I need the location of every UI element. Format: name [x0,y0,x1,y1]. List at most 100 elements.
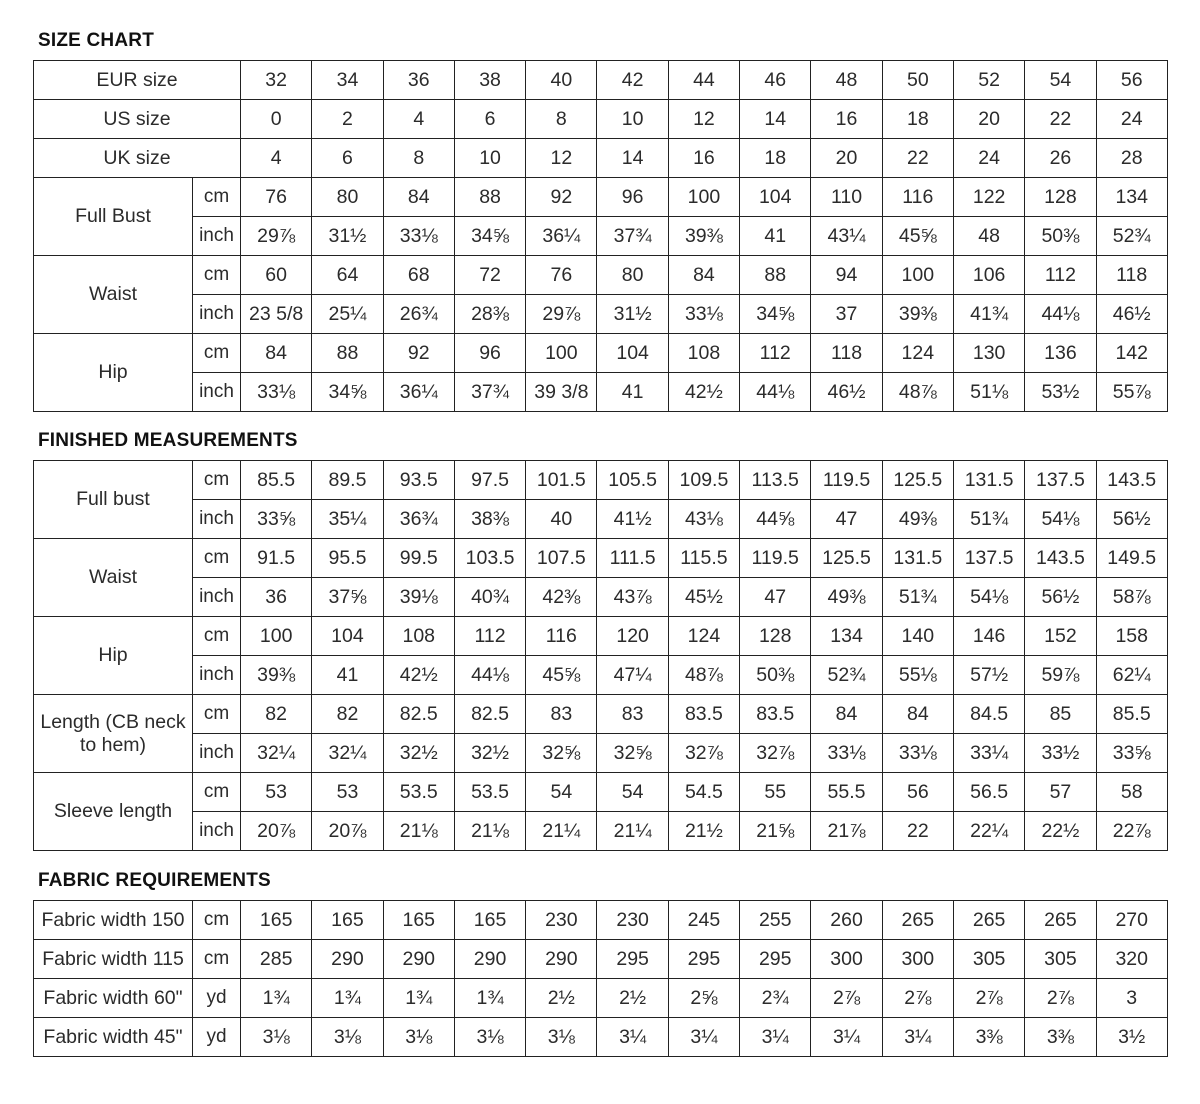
value-cell: 26¾ [382,294,455,334]
value-cell: 95.5 [311,538,384,578]
value-cell: 84 [881,694,954,734]
value-cell: 36¼ [382,372,455,412]
value-cell: 124 [881,333,954,373]
value-cell: 115.5 [667,538,741,578]
size-cell: 28 [1095,138,1168,178]
size-cell: 56 [1095,60,1168,100]
value-cell: 31½ [311,216,384,256]
value-cell: 53 [311,772,384,812]
value-cell: 32¼ [311,733,384,773]
value-cell: 130 [952,333,1026,373]
unit-cell: cm [192,538,241,578]
value-cell: 41½ [596,499,669,539]
value-cell: 111.5 [596,538,669,578]
measurement-label: Waist [33,538,193,617]
size-cell: 18 [739,138,812,178]
size-cell: 24 [1095,99,1168,139]
size-cell: 52 [952,60,1026,100]
value-cell: 88 [311,333,384,373]
unit-cell: cm [192,772,241,812]
value-cell: 33⅝ [1095,733,1168,773]
size-cell: 12 [525,138,598,178]
unit-cell: cm [192,616,241,656]
unit-cell: inch [192,655,241,695]
value-cell: 38⅜ [453,499,527,539]
value-cell: 21⅝ [739,811,812,851]
value-cell: 290 [311,939,384,979]
value-cell: 37¾ [453,372,527,412]
size-cell: 48 [810,60,883,100]
value-cell: 84 [382,177,455,217]
value-cell: 124 [667,616,741,656]
value-cell: 56½ [1095,499,1168,539]
measurement-row: Fabric width 150 cm 165 165 165 165 230 230 245 2… [33,900,1168,940]
value-cell: 57 [1024,772,1097,812]
value-cell: 265 [1024,900,1097,940]
value-cell: 3¼ [596,1017,669,1057]
value-cell: 2⅞ [810,978,883,1018]
value-cell: 21⅞ [810,811,883,851]
unit-cell: cm [192,333,241,373]
value-cell: 84.5 [952,694,1026,734]
value-cell: 21¼ [525,811,598,851]
value-cell: 34⅝ [739,294,812,334]
value-cell: 3¼ [810,1017,883,1057]
value-cell: 51¾ [881,577,954,617]
value-cell: 23 5/8 [239,294,313,334]
section-title: FINISHED MEASUREMENTS [38,430,298,451]
value-cell: 50⅜ [739,655,812,695]
value-cell: 21½ [667,811,741,851]
value-cell: 62¼ [1095,655,1168,695]
value-cell: 83 [525,694,598,734]
measurement-label: Fabric width 115 [33,939,193,979]
value-cell: 29⅞ [525,294,598,334]
value-cell: 3¼ [881,1017,954,1057]
value-cell: 48 [952,216,1026,256]
value-cell: 108 [667,333,741,373]
measurement-row: inch 29⅞ 31½ 33⅛ 34⅝ 36¼ 37¾ 39⅜ 41 43¼ 45⅝ 48 50⅜ 52… [34,216,1168,256]
value-cell: 88 [453,177,527,217]
value-cell: 39⅜ [667,216,741,256]
size-cell: 42 [596,60,669,100]
value-cell: 118 [810,333,883,373]
value-cell: 68 [382,255,455,295]
value-cell: 152 [1024,616,1097,656]
measurement-row: Length (CB neck to hem) cm 82 82 82.5 82.5 83 8… [33,694,1168,773]
value-cell: 3¼ [739,1017,812,1057]
value-cell: 104 [739,177,812,217]
value-cell: 3⅛ [239,1017,313,1057]
value-cell: 48⅞ [881,372,954,412]
size-cell: 22 [881,138,954,178]
value-cell: 32⅞ [739,733,812,773]
section-table: EUR size 32 34 36 38 40 42 44 46 48 50 52 54 56 US siz… [33,60,1168,412]
value-cell: 89.5 [311,460,384,500]
size-cell: 22 [1024,99,1097,139]
size-cell: 38 [453,60,527,100]
value-cell: 49⅜ [810,577,883,617]
value-cell: 41 [311,655,384,695]
value-cell: 92 [525,177,598,217]
measurement-label: Fabric width 45" [33,1017,193,1057]
value-cell: 2½ [525,978,598,1018]
value-cell: 39 3/8 [525,372,598,412]
value-cell: 54.5 [667,772,741,812]
value-cell: 39⅛ [382,577,455,617]
value-cell: 43¼ [810,216,883,256]
value-cell: 82.5 [382,694,455,734]
value-cell: 165 [239,900,313,940]
value-cell: 1¾ [239,978,313,1018]
value-cell: 57½ [952,655,1026,695]
unit-cell: inch [192,294,241,334]
value-cell: 2⅞ [1024,978,1097,1018]
size-row: UK size 4 6 8 10 12 14 16 18 20 22 24 26 28 [33,138,1168,178]
measurement-row: inch 36 37⅝ 39⅛ 40¾ 42⅜ 43⅞ 45½ 47 49⅜ 51¾ 54⅛ 56½ 58… [34,577,1168,617]
value-cell: 54 [596,772,669,812]
size-cell: 34 [311,60,384,100]
unit-cell: yd [192,978,241,1018]
value-cell: 84 [239,333,313,373]
value-cell: 230 [596,900,669,940]
value-cell: 295 [667,939,741,979]
value-cell: 83.5 [667,694,741,734]
value-cell: 47¼ [596,655,669,695]
value-cell: 2⅝ [667,978,741,1018]
